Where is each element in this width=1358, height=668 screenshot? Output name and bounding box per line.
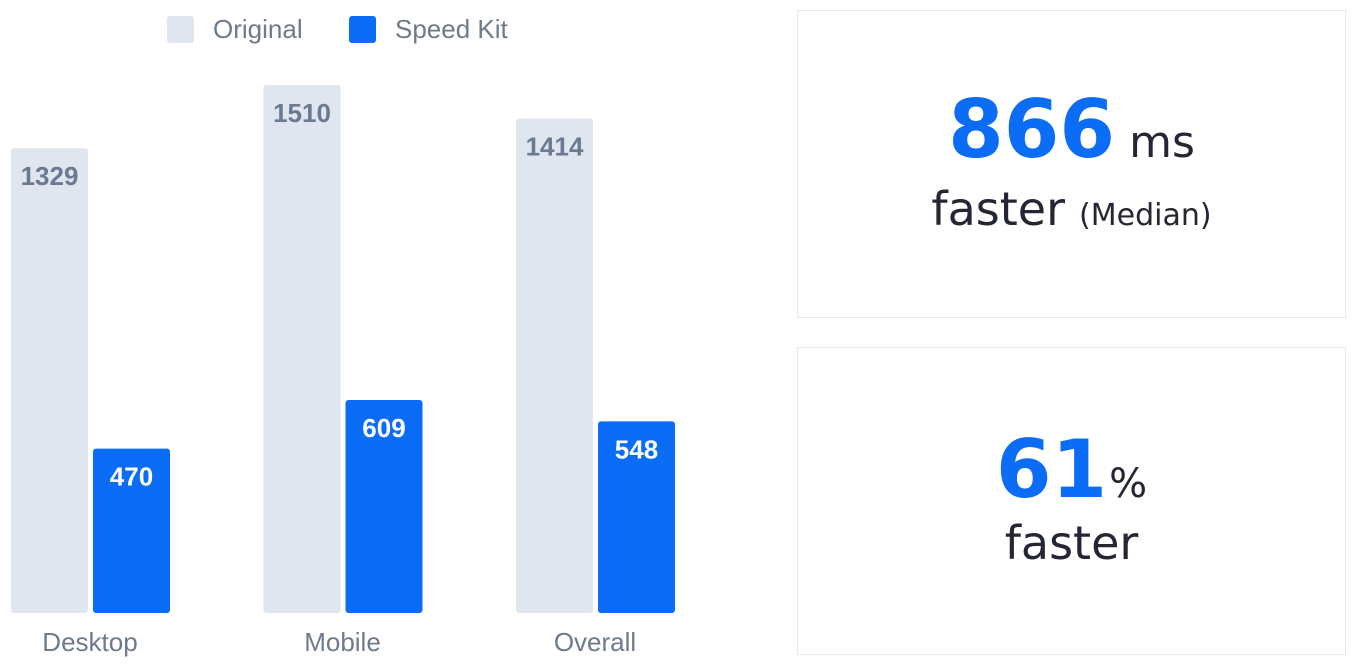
stat-row: 866 ms [948,90,1195,170]
legend-swatch [167,16,194,43]
value-label: 609 [362,413,405,443]
stat-card: 866 ms faster (Median) [797,10,1346,318]
stat-value: 866 [948,83,1116,177]
bar [345,400,423,613]
x-tick-label: Mobile [304,627,381,657]
bar [263,85,341,613]
stat-unit: ms [1129,117,1195,169]
stat-row: 61 % [996,430,1147,510]
stat-row: faster (Median) [931,182,1211,237]
stat-value: 61 [995,423,1108,517]
value-label: 1414 [526,131,584,161]
stat-unit: % [1109,461,1148,508]
legend-label: Original [213,14,303,44]
bar [598,421,675,613]
stat-label: faster [1004,516,1139,571]
value-label: 1329 [21,161,79,191]
stat-card: 61 % faster [797,347,1346,655]
bar [93,448,170,613]
bar [11,148,88,613]
stat-note: (Median) [1079,198,1212,234]
bar [516,118,593,614]
value-label: 470 [110,462,153,492]
x-tick-label: Desktop [42,627,137,657]
x-tick-label: Overall [554,627,636,657]
value-label: 548 [615,434,658,464]
stat-label: faster [931,182,1066,237]
legend-label: Speed Kit [395,14,509,44]
chart: Original Speed Kit 1329 470 Desktop 1510 609 Mo… [11,14,675,657]
value-label: 1510 [273,98,331,128]
legend-swatch [349,16,376,43]
